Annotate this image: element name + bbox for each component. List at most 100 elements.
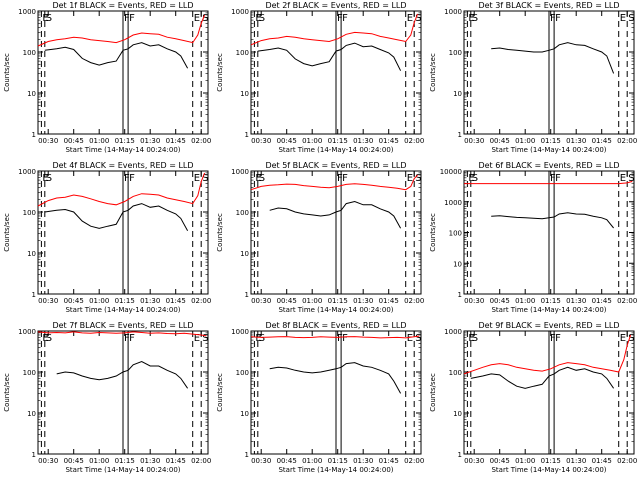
x-tick-label: 01:30 <box>353 137 373 145</box>
marker-label: E <box>194 13 200 24</box>
y-tick-label: 1000 <box>18 328 36 336</box>
x-tick-label: 01:45 <box>166 137 186 145</box>
marker-label: E <box>620 13 626 24</box>
x-tick-label: 00:30 <box>251 137 271 145</box>
y-tick-label: 100 <box>236 369 249 377</box>
x-tick-label: 02:00 <box>191 457 211 465</box>
x-tick-label: 01:30 <box>566 457 586 465</box>
x-tick-label: 01:45 <box>166 457 186 465</box>
y-tick-label: 10 <box>453 260 462 268</box>
marker-label: S <box>202 333 208 344</box>
x-tick-label: 00:30 <box>38 297 58 305</box>
series-events-line <box>491 42 615 74</box>
marker-label: F <box>337 333 343 344</box>
x-tick-label: 02:00 <box>191 137 211 145</box>
y-tick-label: 1000 <box>444 8 462 16</box>
y-axis-label: Counts/sec <box>216 373 224 412</box>
y-tick-label: 10 <box>240 90 249 98</box>
x-tick-label: 00:30 <box>464 297 484 305</box>
y-tick-label: 1 <box>245 451 249 459</box>
y-axis-label: Counts/sec <box>429 373 437 412</box>
marker-label: E <box>194 333 200 344</box>
y-tick-label: 1 <box>245 131 249 139</box>
marker-label: S <box>259 173 265 184</box>
y-axis-label: Counts/sec <box>3 213 11 252</box>
panel-det-4: Det 4f BLACK = Events, RED = LLD 1 10 100 10… <box>3 161 211 314</box>
marker-label: S <box>472 173 478 184</box>
marker-label: S <box>472 13 478 24</box>
x-tick-label: 00:45 <box>64 297 84 305</box>
y-tick-label: 10 <box>27 410 36 418</box>
marker-label: F <box>550 13 556 24</box>
y-tick-label: 10 <box>453 410 462 418</box>
y-tick-label: 1000 <box>18 168 36 176</box>
marker-label: E <box>407 173 413 184</box>
series-lld-line <box>464 180 633 185</box>
x-tick-label: 01:15 <box>541 297 561 305</box>
marker-label: E <box>255 13 261 24</box>
x-tick-label: 01:30 <box>566 297 586 305</box>
x-tick-label: 01:00 <box>89 137 109 145</box>
x-tick-label: 00:45 <box>490 297 510 305</box>
x-tick-label: 00:30 <box>38 457 58 465</box>
panel-det-5: Det 5f BLACK = Events, RED = LLD 1 10 100 10… <box>216 161 424 314</box>
x-tick-label: 01:45 <box>592 297 612 305</box>
y-axis-label: Counts/sec <box>216 213 224 252</box>
x-tick-label: 01:00 <box>302 137 322 145</box>
y-tick-label: 10 <box>27 250 36 258</box>
y-tick-label: 100 <box>23 209 36 217</box>
marker-label: E <box>407 333 413 344</box>
series-lld-line <box>250 13 419 46</box>
x-tick-label: 02:00 <box>404 297 424 305</box>
y-tick-label: 1000 <box>231 8 249 16</box>
marker-label: F <box>129 173 135 184</box>
x-tick-label: 00:30 <box>251 457 271 465</box>
x-tick-label: 02:00 <box>404 137 424 145</box>
series-lld-line <box>250 174 418 191</box>
x-tick-label: 01:15 <box>115 297 135 305</box>
marker-label: F <box>550 333 556 344</box>
x-axis-label: Start Time (14-May-14 00:24:00) <box>65 306 180 314</box>
marker-label: S <box>46 13 52 24</box>
x-tick-label: 01:15 <box>328 457 348 465</box>
marker-label: S <box>628 333 634 344</box>
panel-det-2: Det 2f BLACK = Events, RED = LLD 1 10 100 10… <box>216 1 424 154</box>
x-tick-label: 01:45 <box>379 297 399 305</box>
x-tick-label: 00:30 <box>251 297 271 305</box>
y-tick-label: 100 <box>236 209 249 217</box>
x-tick-label: 01:00 <box>515 137 535 145</box>
panel-det-7: Det 7f BLACK = Events, RED = LLD 1 10 100 10… <box>3 321 211 474</box>
y-tick-label: 100 <box>236 49 249 57</box>
marker-label: S <box>259 333 265 344</box>
marker-label: E <box>255 333 261 344</box>
panel-det-9: Det 9f BLACK = Events, RED = LLD 1 10 100 10… <box>429 321 637 474</box>
x-tick-label: 00:45 <box>277 297 297 305</box>
x-tick-label: 02:00 <box>617 457 637 465</box>
panel-title: Det 6f BLACK = Events, RED = LLD <box>478 161 619 170</box>
series-lld-line <box>37 331 207 337</box>
panel-title: Det 2f BLACK = Events, RED = LLD <box>265 1 406 10</box>
x-tick-label: 01:00 <box>515 457 535 465</box>
marker-label: S <box>202 173 208 184</box>
marker-label: F <box>555 333 561 344</box>
x-tick-label: 02:00 <box>404 457 424 465</box>
marker-label: E <box>42 173 48 184</box>
y-tick-label: 10 <box>453 90 462 98</box>
marker-label: F <box>555 13 561 24</box>
marker-label: S <box>415 333 421 344</box>
y-tick-label: 10 <box>27 90 36 98</box>
x-tick-label: 01:30 <box>140 137 160 145</box>
y-tick-label: 1000 <box>231 168 249 176</box>
series-events-line <box>269 362 402 394</box>
marker-label: E <box>407 13 413 24</box>
marker-label: F <box>555 173 561 184</box>
marker-label: E <box>468 13 474 24</box>
x-tick-label: 01:30 <box>353 457 373 465</box>
panel-title: Det 8f BLACK = Events, RED = LLD <box>265 321 406 330</box>
marker-label: E <box>620 333 626 344</box>
x-tick-label: 00:45 <box>490 457 510 465</box>
marker-label: F <box>342 173 348 184</box>
y-tick-label: 1 <box>458 451 462 459</box>
x-axis-label: Start Time (14-May-14 00:24:00) <box>65 146 180 154</box>
marker-label: F <box>124 13 130 24</box>
